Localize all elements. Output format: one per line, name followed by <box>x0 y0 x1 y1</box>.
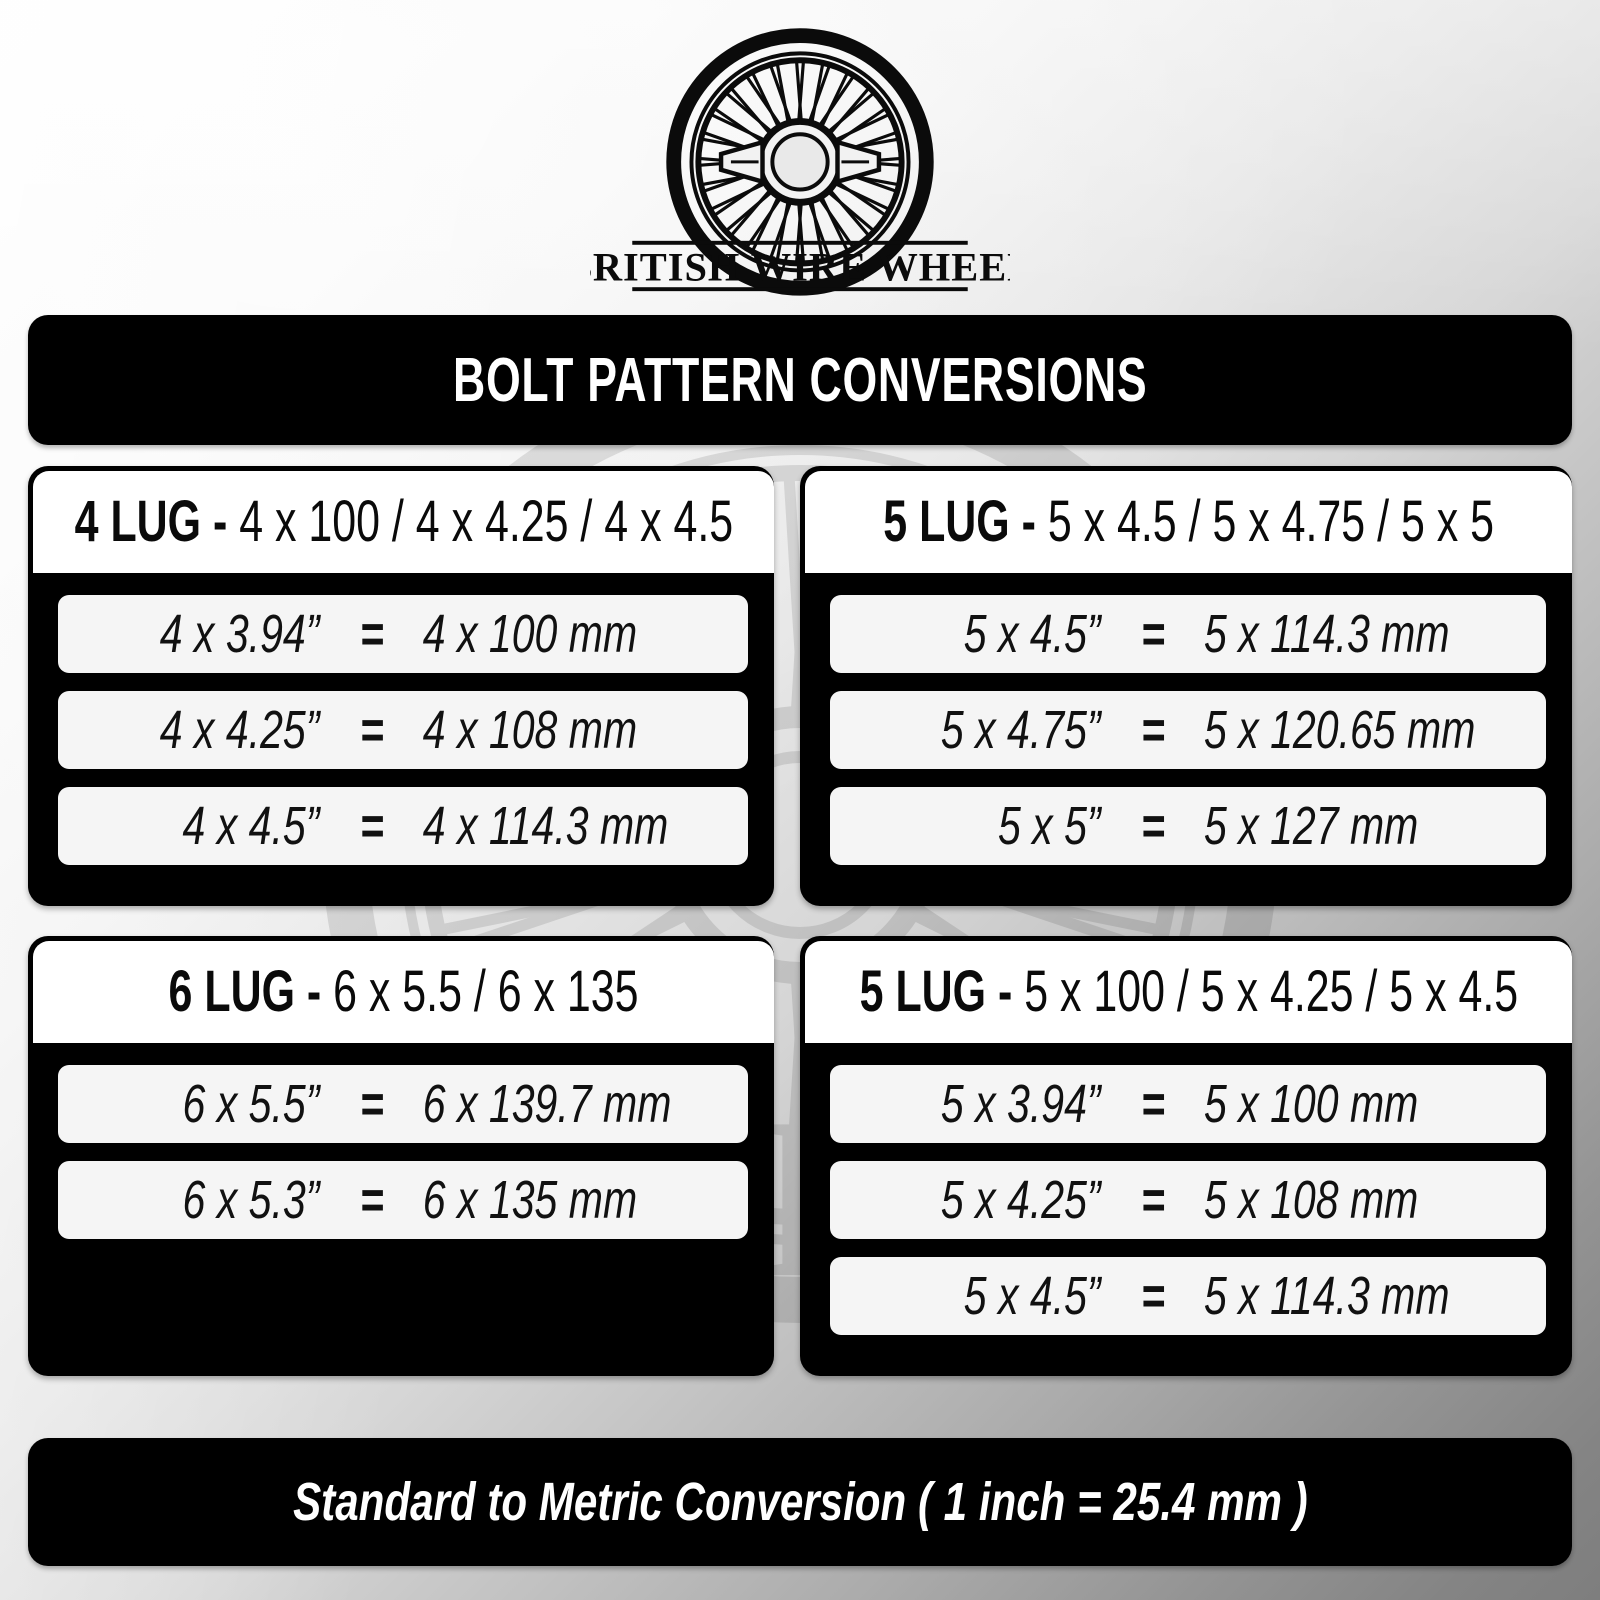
panel-dash: - <box>985 959 1024 1024</box>
panel-5-lug-metric: 5 LUG - 5 x 100 / 5 x 4.25 / 5 x 4.5 5 x… <box>800 936 1572 1376</box>
equals-sign: = <box>360 700 385 760</box>
imperial-value: 4 x 4.5” <box>182 796 320 856</box>
metric-value: 5 x 127 mm <box>1203 796 1419 856</box>
imperial-value: 5 x 3.94” <box>940 1074 1101 1134</box>
footer-note: Standard to Metric Conversion ( 1 inch =… <box>292 1472 1308 1532</box>
panel-lug-label: 5 LUG <box>883 489 1010 554</box>
table-row: 5 x 4.5” = 5 x 114.3 mm <box>830 1257 1546 1335</box>
panel-header: 5 LUG - 5 x 4.5 / 5 x 4.75 / 5 x 5 <box>805 471 1572 573</box>
panel-header: 6 LUG - 6 x 5.5 / 6 x 135 <box>33 941 774 1043</box>
panel-pattern-list: 5 x 4.5 / 5 x 4.75 / 5 x 5 <box>1047 489 1494 554</box>
metric-value: 5 x 108 mm <box>1203 1170 1419 1230</box>
brand-logo: BRITISH WIRE WHEEL <box>0 6 1600 302</box>
metric-value: 4 x 108 mm <box>422 700 638 760</box>
imperial-value: 5 x 4.25” <box>940 1170 1101 1230</box>
table-row: 5 x 4.5” = 5 x 114.3 mm <box>830 595 1546 673</box>
imperial-value: 5 x 4.75” <box>940 700 1101 760</box>
equals-sign: = <box>1141 1170 1166 1230</box>
metric-value: 5 x 120.65 mm <box>1203 700 1476 760</box>
panel-4-lug: 4 LUG - 4 x 100 / 4 x 4.25 / 4 x 4.5 4 x… <box>28 466 774 906</box>
footer-bar: Standard to Metric Conversion ( 1 inch =… <box>28 1438 1572 1566</box>
equals-sign: = <box>1141 604 1166 664</box>
imperial-value: 4 x 3.94” <box>159 604 320 664</box>
imperial-value: 5 x 5” <box>997 796 1101 856</box>
equals-sign: = <box>360 1170 385 1230</box>
imperial-value: 6 x 5.5” <box>182 1074 320 1134</box>
equals-sign: = <box>360 796 385 856</box>
metric-value: 6 x 135 mm <box>422 1170 638 1230</box>
equals-sign: = <box>1141 796 1166 856</box>
table-row: 5 x 5” = 5 x 127 mm <box>830 787 1546 865</box>
conversion-rows: 6 x 5.5” = 6 x 139.7 mm 6 x 5.3” = 6 x 1… <box>28 1043 774 1376</box>
panel-lug-label: 6 LUG <box>168 959 295 1024</box>
table-row: 5 x 4.25” = 5 x 108 mm <box>830 1161 1546 1239</box>
table-row: 5 x 3.94” = 5 x 100 mm <box>830 1065 1546 1143</box>
table-row: 6 x 5.5” = 6 x 139.7 mm <box>58 1065 748 1143</box>
panel-dash: - <box>1009 489 1048 554</box>
equals-sign: = <box>1141 700 1166 760</box>
page-title-bar: BOLT PATTERN CONVERSIONS <box>28 315 1572 445</box>
panel-pattern-list: 5 x 100 / 5 x 4.25 / 5 x 4.5 <box>1023 959 1518 1024</box>
imperial-value: 5 x 4.5” <box>963 1266 1101 1326</box>
equals-sign: = <box>360 1074 385 1134</box>
imperial-value: 4 x 4.25” <box>159 700 320 760</box>
conversion-rows: 4 x 3.94” = 4 x 100 mm 4 x 4.25” = 4 x 1… <box>28 573 774 906</box>
panel-pattern-list: 4 x 100 / 4 x 4.25 / 4 x 4.5 <box>238 489 733 554</box>
metric-value: 4 x 114.3 mm <box>422 796 669 856</box>
table-row: 4 x 4.25” = 4 x 108 mm <box>58 691 748 769</box>
panel-dash: - <box>294 959 334 1024</box>
wire-wheel-icon: BRITISH WIRE WHEEL <box>590 28 1010 296</box>
table-row: 6 x 5.3” = 6 x 135 mm <box>58 1161 748 1239</box>
metric-value: 4 x 100 mm <box>422 604 638 664</box>
equals-sign: = <box>1141 1074 1166 1134</box>
panel-pattern-list: 6 x 5.5 / 6 x 135 <box>333 959 639 1024</box>
panel-lug-label: 4 LUG <box>74 489 201 554</box>
panel-header: 5 LUG - 5 x 100 / 5 x 4.25 / 5 x 4.5 <box>805 941 1572 1043</box>
metric-value: 6 x 139.7 mm <box>422 1074 672 1134</box>
metric-value: 5 x 100 mm <box>1203 1074 1419 1134</box>
conversion-rows: 5 x 3.94” = 5 x 100 mm 5 x 4.25” = 5 x 1… <box>800 1043 1572 1376</box>
imperial-value: 5 x 4.5” <box>963 604 1101 664</box>
panel-header: 4 LUG - 4 x 100 / 4 x 4.25 / 4 x 4.5 <box>33 471 774 573</box>
panel-5-lug-imperial: 5 LUG - 5 x 4.5 / 5 x 4.75 / 5 x 5 5 x 4… <box>800 466 1572 906</box>
table-row: 4 x 3.94” = 4 x 100 mm <box>58 595 748 673</box>
equals-sign: = <box>360 604 385 664</box>
conversion-rows: 5 x 4.5” = 5 x 114.3 mm 5 x 4.75” = 5 x … <box>800 573 1572 906</box>
imperial-value: 6 x 5.3” <box>182 1170 320 1230</box>
table-row: 4 x 4.5” = 4 x 114.3 mm <box>58 787 748 865</box>
panel-dash: - <box>200 489 239 554</box>
brand-wordmark: BRITISH WIRE WHEEL <box>590 244 1010 289</box>
panel-6-lug: 6 LUG - 6 x 5.5 / 6 x 135 6 x 5.5” = 6 x… <box>28 936 774 1376</box>
panel-lug-label: 5 LUG <box>859 959 986 1024</box>
equals-sign: = <box>1141 1266 1166 1326</box>
table-row: 5 x 4.75” = 5 x 120.65 mm <box>830 691 1546 769</box>
page-title: BOLT PATTERN CONVERSIONS <box>452 345 1148 415</box>
metric-value: 5 x 114.3 mm <box>1203 1266 1450 1326</box>
metric-value: 5 x 114.3 mm <box>1203 604 1450 664</box>
